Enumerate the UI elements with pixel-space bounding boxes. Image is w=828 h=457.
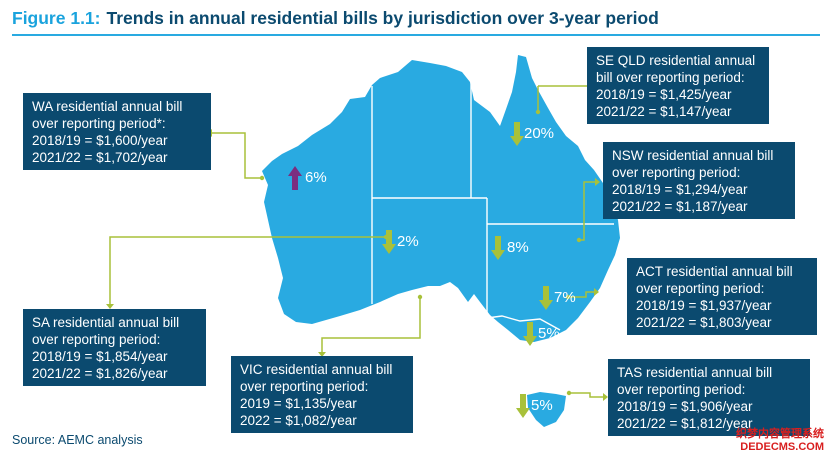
- se-qld-line3: 2018/19 = $1,425/year: [596, 87, 732, 102]
- wa-line3: 2018/19 = $1,600/year: [32, 133, 168, 148]
- sa-line3: 2018/19 = $1,854/year: [32, 349, 168, 364]
- act-info-box: ACT residential annual bill over reporti…: [627, 258, 817, 335]
- act-change: 7%: [554, 289, 576, 306]
- watermark-line2: DEDECMS.COM: [740, 441, 824, 453]
- sa-info-box: SA residential annual bill over reportin…: [23, 309, 206, 386]
- wa-info-box: WA residential annual bill over reportin…: [23, 93, 211, 170]
- figure-title-text: Trends in annual residential bills by ju…: [106, 8, 659, 28]
- se-qld-arrow-down-icon: [510, 122, 524, 146]
- figure-label: Figure 1.1:: [12, 8, 101, 28]
- vic-line3: 2019 = $1,135/year: [240, 396, 357, 411]
- sa-arrow-down-icon: [382, 230, 396, 254]
- watermark: 织梦内容管理系统 DEDECMS.COM: [736, 428, 824, 454]
- tas-line3: 2018/19 = $1,906/year: [617, 399, 753, 414]
- act-line2: over reporting period:: [636, 281, 765, 296]
- sa-change: 2%: [397, 233, 419, 250]
- act-line1: ACT residential annual bill: [636, 264, 793, 279]
- source-note: Source: AEMC analysis: [12, 433, 143, 447]
- vic-info-box: VIC residential annual bill over reporti…: [231, 356, 413, 433]
- sa-line1: SA residential annual bill: [32, 315, 180, 330]
- vic-change: 5%: [538, 325, 560, 342]
- vic-line1: VIC residential annual bill: [240, 362, 393, 377]
- vic-arrow-down-icon: [523, 322, 537, 346]
- se-qld-line1: SE QLD residential annual: [596, 53, 756, 68]
- tas-arrow-down-icon: [516, 394, 530, 418]
- nsw-line1: NSW residential annual bill: [612, 148, 774, 163]
- nsw-line2: over reporting period:: [612, 165, 741, 180]
- nsw-arrow-down-icon: [491, 236, 505, 260]
- nsw-line3: 2018/19 = $1,294/year: [612, 182, 748, 197]
- wa-line1: WA residential annual bill: [32, 99, 183, 114]
- tas-line2: over reporting period:: [617, 382, 746, 397]
- title-rule: [12, 34, 820, 36]
- tas-info-box: TAS residential annual bill over reporti…: [608, 359, 810, 436]
- wa-change: 6%: [305, 169, 327, 186]
- vic-line2: over reporting period:: [240, 379, 369, 394]
- se-qld-info-box: SE QLD residential annual bill over repo…: [587, 47, 769, 124]
- act-line4: 2021/22 = $1,803/year: [636, 315, 772, 330]
- tas-line4: 2021/22 = $1,812/year: [617, 416, 753, 431]
- tas-line1: TAS residential annual bill: [617, 365, 773, 380]
- nsw-info-box: NSW residential annual bill over reporti…: [603, 142, 795, 219]
- sa-line4: 2021/22 = $1,826/year: [32, 366, 168, 381]
- tas-change: 5%: [531, 397, 553, 414]
- se-qld-line2: bill over reporting period:: [596, 70, 745, 85]
- sa-line2: over reporting period:: [32, 332, 161, 347]
- se-qld-change: 20%: [524, 125, 555, 142]
- nsw-line4: 2021/22 = $1,187/year: [612, 199, 748, 214]
- state-borders: [371, 72, 614, 331]
- wa-line4: 2021/22 = $1,702/year: [32, 150, 168, 165]
- wa-arrow-up-icon: [288, 166, 302, 190]
- figure-title: Figure 1.1: Trends in annual residential …: [12, 8, 659, 29]
- wa-line2: over reporting period*:: [32, 116, 166, 131]
- vic-line4: 2022 = $1,082/year: [240, 413, 357, 428]
- leader-lines: [109, 85, 603, 398]
- nsw-change: 8%: [507, 239, 529, 256]
- act-arrow-down-icon: [539, 286, 553, 310]
- se-qld-line4: 2021/22 = $1,147/year: [596, 104, 732, 119]
- tasmania-shape: [527, 392, 566, 427]
- watermark-line1: 织梦内容管理系统: [736, 428, 824, 440]
- act-line3: 2018/19 = $1,937/year: [636, 298, 772, 313]
